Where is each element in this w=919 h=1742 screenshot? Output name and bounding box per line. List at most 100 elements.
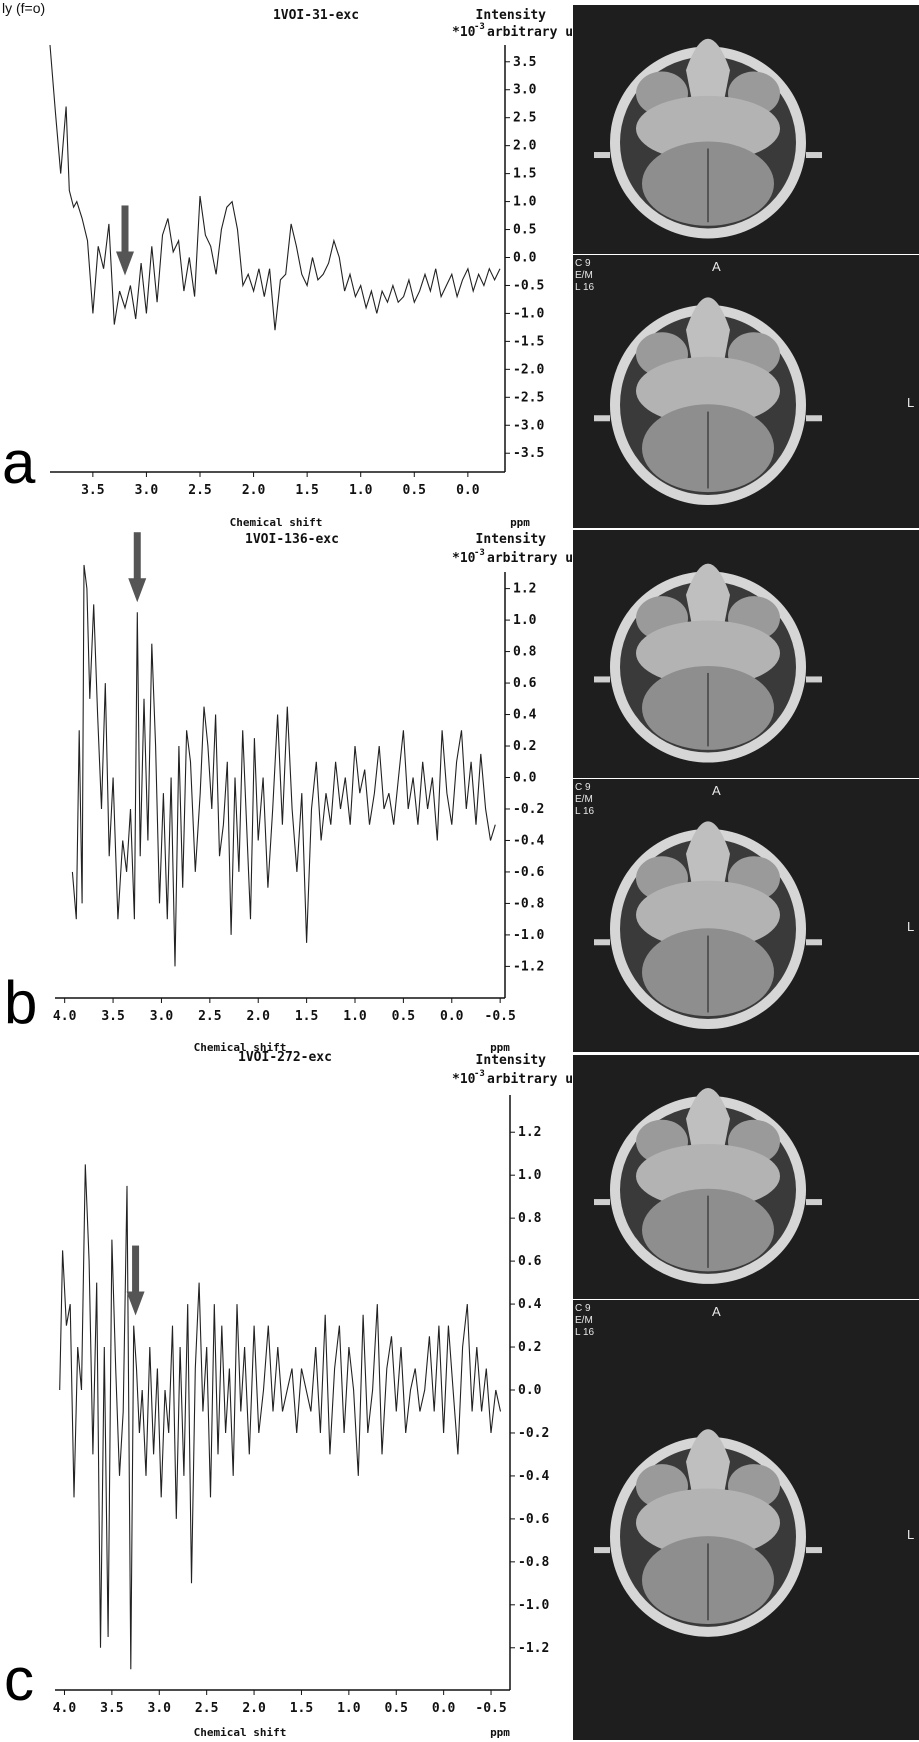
y-tick-label: 0.2 xyxy=(513,739,536,754)
unit-label: *10 -3 arbitrary unit xyxy=(452,22,597,40)
arrow-down-icon xyxy=(128,532,147,603)
y-tick-label: 3.5 xyxy=(513,55,536,70)
y-tick-label: 0.8 xyxy=(518,1211,542,1226)
x-tick-label: -0.5 xyxy=(475,1701,506,1716)
y-tick-label: 0.5 xyxy=(513,223,536,238)
arrow-down-icon xyxy=(126,1245,145,1316)
mri-slice-image: A L C 9E/ML 16 xyxy=(573,779,919,1052)
panel-letter-c: c xyxy=(4,1646,34,1713)
unit-exponent: -3 xyxy=(474,22,485,32)
y-tick-label: -0.4 xyxy=(513,833,544,848)
x-tick-label: 3.5 xyxy=(101,1009,124,1024)
x-tick-label: 0.0 xyxy=(440,1009,464,1024)
x-tick-label: 0.5 xyxy=(392,1009,415,1024)
unit-exponent: -3 xyxy=(474,548,485,558)
intensity-label: Intensity xyxy=(476,532,547,547)
x-axis-unit: ppm xyxy=(490,1726,510,1739)
x-tick-label: 3.0 xyxy=(135,483,159,498)
y-tick-label: 0.6 xyxy=(513,676,537,691)
y-tick-label: -0.5 xyxy=(513,278,544,293)
x-tick-label: 2.5 xyxy=(195,1701,218,1716)
y-tick-label: 0.0 xyxy=(518,1383,542,1398)
unit-text: arbitrary unit xyxy=(487,1072,597,1087)
y-tick-label: 0.0 xyxy=(513,251,537,266)
x-tick-label: -0.5 xyxy=(485,1009,516,1024)
y-tick-label: -0.2 xyxy=(518,1426,549,1441)
panel-letter-b: b xyxy=(4,969,37,1036)
y-tick-label: 0.4 xyxy=(518,1297,542,1312)
panel-b: 1VOI-136-exc Intensity *10 -3 arbitrary … xyxy=(4,532,597,1054)
x-tick-label: 0.5 xyxy=(385,1701,408,1716)
y-tick-label: 2.5 xyxy=(513,111,536,126)
y-tick-label: 0.4 xyxy=(513,708,537,723)
unit-exponent: -3 xyxy=(474,1069,485,1079)
mri-side-letter: L xyxy=(907,395,914,410)
x-tick-label: 2.5 xyxy=(188,483,211,498)
unit-prefix: *10 xyxy=(452,25,476,40)
unit-label: *10 -3 arbitrary unit xyxy=(452,1069,597,1087)
unit-prefix: *10 xyxy=(452,1072,476,1087)
unit-prefix: *10 xyxy=(452,551,476,566)
y-tick-label: -3.5 xyxy=(513,446,544,461)
spectrum-line xyxy=(59,1164,502,1670)
mri-slice-image xyxy=(573,530,919,778)
y-tick-label: 2.0 xyxy=(513,139,537,154)
x-tick-label: 1.5 xyxy=(295,1009,318,1024)
x-tick-label: 2.5 xyxy=(198,1009,221,1024)
y-tick-label: -0.6 xyxy=(518,1512,549,1527)
mri-orientation-letter: A xyxy=(712,1304,721,1319)
x-tick-label: 3.0 xyxy=(150,1009,174,1024)
x-tick-label: 3.5 xyxy=(81,483,104,498)
unit-text: arbitrary unit xyxy=(487,551,597,566)
y-tick-label: -0.8 xyxy=(513,896,544,911)
y-tick-label: 1.0 xyxy=(513,613,537,628)
y-tick-label: 3.0 xyxy=(513,83,537,98)
mri-slice-image: A L C 9E/ML 16 xyxy=(573,255,919,528)
arrow-down-icon xyxy=(116,205,134,276)
mri-orientation-letter: A xyxy=(712,259,721,274)
mri-overlay-text: C 9 xyxy=(575,1303,591,1314)
x-tick-label: 1.5 xyxy=(295,483,318,498)
x-tick-label: 2.0 xyxy=(242,1701,266,1716)
y-tick-label: -1.2 xyxy=(518,1641,549,1656)
y-tick-label: -2.0 xyxy=(513,362,544,377)
x-tick-label: 3.5 xyxy=(100,1701,123,1716)
x-axis-unit: ppm xyxy=(510,516,530,529)
x-tick-label: 4.0 xyxy=(53,1701,77,1716)
x-tick-label: 4.0 xyxy=(53,1009,77,1024)
spectrum-line xyxy=(71,564,496,967)
mri-overlay-text: E/M xyxy=(575,1315,593,1326)
y-tick-label: -1.0 xyxy=(513,928,544,943)
mri-overlay-text: L 16 xyxy=(575,1327,595,1338)
x-axis-label: Chemical shift xyxy=(230,516,323,529)
y-tick-label: 0.2 xyxy=(518,1340,541,1355)
spectrum-title: 1VOI-31-exc xyxy=(273,8,359,23)
x-tick-label: 1.5 xyxy=(290,1701,313,1716)
y-tick-label: -0.8 xyxy=(518,1555,549,1570)
mri-slice-image xyxy=(573,1055,919,1299)
x-tick-label: 0.0 xyxy=(456,483,480,498)
x-axis-label: Chemical shift xyxy=(194,1726,287,1739)
y-tick-label: -1.5 xyxy=(513,334,544,349)
mri-overlay-text: C 9 xyxy=(575,258,591,269)
y-tick-label: -1.2 xyxy=(513,959,544,974)
spectrum-title: 1VOI-272-exc xyxy=(238,1050,332,1065)
mri-slice-image xyxy=(573,5,919,254)
y-tick-label: -2.5 xyxy=(513,390,544,405)
y-tick-label: -3.0 xyxy=(513,418,544,433)
y-tick-label: -1.0 xyxy=(513,306,544,321)
y-tick-label: 1.0 xyxy=(513,195,537,210)
mri-slice-image: A L C 9E/ML 16 xyxy=(573,1300,919,1740)
x-tick-label: 3.0 xyxy=(148,1701,172,1716)
intensity-label: Intensity xyxy=(476,8,547,23)
y-tick-label: -0.4 xyxy=(518,1469,549,1484)
spectrum-line xyxy=(49,44,501,331)
panel-c: 1VOI-272-exc Intensity *10 -3 arbitrary … xyxy=(4,1050,597,1739)
y-tick-label: 0.0 xyxy=(513,771,537,786)
y-tick-label: 1.5 xyxy=(513,167,536,182)
unit-text: arbitrary unit xyxy=(487,25,597,40)
y-tick-label: 0.6 xyxy=(518,1254,542,1269)
x-tick-label: 1.0 xyxy=(349,483,373,498)
x-tick-label: 2.0 xyxy=(246,1009,270,1024)
